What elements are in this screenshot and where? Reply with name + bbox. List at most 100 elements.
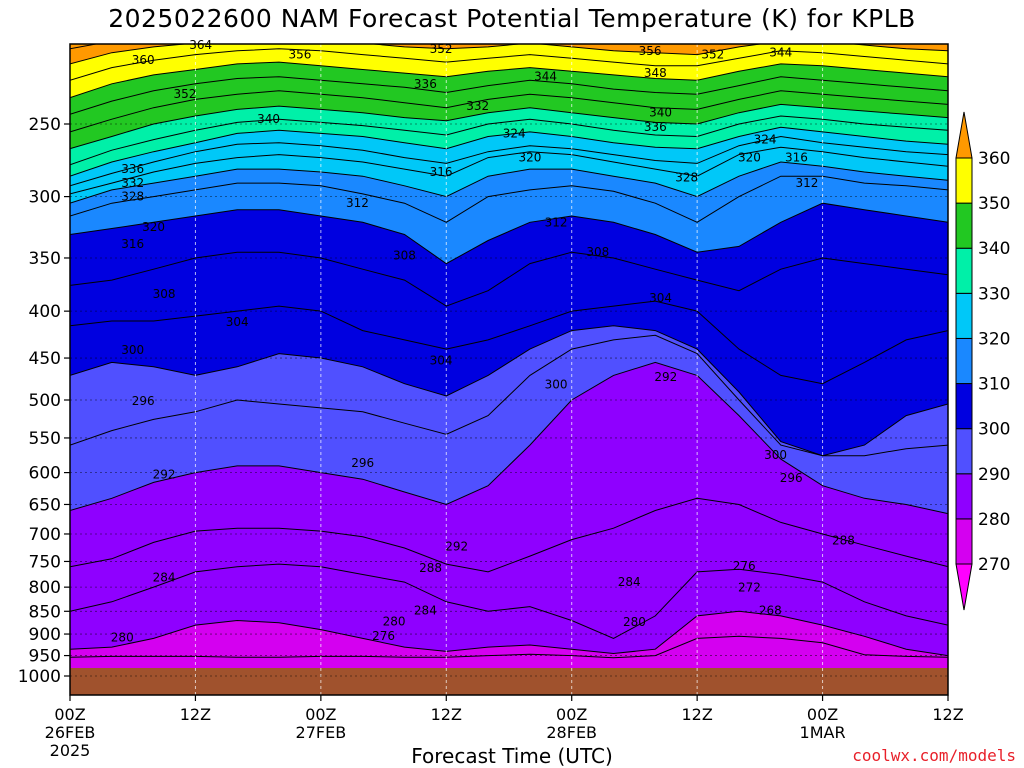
x-tick-label: 00Z: [556, 705, 587, 724]
contour-label: 284: [618, 575, 641, 589]
y-tick-label: 300: [29, 188, 61, 208]
contour-label: 348: [644, 66, 667, 80]
contour-label: 272: [738, 581, 761, 595]
contour-label: 352: [174, 87, 197, 101]
contour-label: 352: [430, 42, 453, 56]
isentrope-lines: [70, 44, 948, 659]
contour-label: 316: [121, 237, 144, 251]
contour-label: 332: [121, 176, 144, 190]
contour-label: 344: [534, 70, 557, 84]
colorbar-top-arrow: [955, 111, 973, 159]
contour-label: 364: [189, 38, 212, 52]
contour-label: 312: [545, 215, 568, 229]
contour-label: 316: [430, 165, 453, 179]
y-tick-label: 400: [29, 302, 61, 322]
contour-label: 308: [393, 249, 416, 263]
colorbar-label: 310: [978, 375, 1010, 395]
colorbar-label: 280: [978, 510, 1010, 530]
isentrope-348: [70, 76, 948, 115]
isentrope-300: [70, 325, 948, 457]
x-tick-label: 00Z: [305, 705, 336, 724]
colorbar-label: 360: [978, 149, 1010, 169]
y-tick-label: 800: [29, 578, 61, 598]
isentrope-336: [70, 115, 948, 166]
isentrope-312: [70, 202, 948, 265]
contour-label: 276: [372, 629, 395, 643]
y-tick-label: 700: [29, 525, 61, 545]
x-tick-date: 1MAR: [800, 723, 846, 742]
colorbar-segment: [955, 292, 973, 339]
colorbar-bottom-arrow: [955, 563, 973, 611]
contour-label: 288: [832, 534, 855, 548]
contour-label: 300: [764, 448, 787, 462]
y-tick-label: 250: [29, 115, 61, 135]
contour-label: 356: [288, 48, 311, 62]
contour-label: 336: [121, 162, 144, 176]
isentrope-324: [70, 146, 948, 195]
contour-label: 340: [649, 106, 672, 120]
contour-label: 344: [769, 46, 792, 60]
colorbar-segment: [955, 473, 973, 520]
isentrope-360: [70, 44, 948, 65]
contour-label: 312: [795, 176, 818, 190]
contour-label: 356: [639, 44, 662, 58]
isentrope-356: [70, 48, 948, 81]
contour-label: 296: [351, 456, 374, 470]
contour-label: 336: [414, 77, 437, 91]
band-above-356: [70, 44, 948, 81]
colorbar: 270 280 290 300 310 320 330 340 350 360: [955, 111, 1010, 611]
contour-label: 324: [503, 126, 526, 140]
y-tick-label: 500: [29, 391, 61, 411]
contour-label: 288: [419, 561, 442, 575]
contour-label: 268: [759, 603, 782, 617]
grid-lines: [70, 44, 948, 695]
isentrope-308: [70, 251, 948, 307]
contour-label: 308: [586, 245, 609, 259]
colorbar-label: 270: [978, 555, 1010, 575]
contour-label: 284: [153, 571, 176, 585]
x-axis-title: Forecast Time (UTC): [411, 744, 613, 768]
contour-label: 304: [226, 315, 249, 329]
contour-label: 292: [654, 370, 677, 384]
y-tick-label: 350: [29, 249, 61, 269]
colorbar-segment: [955, 518, 973, 565]
colorbar-label: 290: [978, 465, 1010, 485]
x-tick-date: 26FEB: [45, 723, 96, 742]
colorbar-label: 350: [978, 194, 1010, 214]
site-credit: coolwx.com/models: [852, 746, 1016, 765]
colorbar-label: 320: [978, 329, 1010, 349]
contour-label: 320: [518, 151, 541, 165]
colorbar-segment: [955, 383, 973, 430]
colorbar-segment: [955, 157, 973, 204]
contour-label: 292: [153, 468, 176, 482]
isentrope-316: [70, 175, 948, 223]
x-tick-label: 12Z: [180, 705, 211, 724]
contour-label: 360: [132, 53, 155, 67]
y-tick-label: 1000: [18, 667, 61, 687]
y-axis: 250 300 350 400 450 500 550 600 650 700 750 800 850 9…: [18, 115, 70, 687]
contour-label: 332: [466, 99, 489, 113]
contour-label: 324: [754, 133, 777, 147]
contour-label: 340: [257, 112, 280, 126]
colorbar-label: 340: [978, 239, 1010, 259]
isentrope-340: [70, 103, 948, 150]
colorbar-segment: [955, 428, 973, 475]
contour-label: 328: [675, 171, 698, 185]
contour-label: 316: [785, 151, 808, 165]
isentrope-296: [70, 334, 948, 457]
y-tick-label: 900: [29, 625, 61, 645]
contour-label: 280: [111, 631, 134, 645]
contour-label: 336: [644, 120, 667, 134]
contour-label: 312: [346, 196, 369, 210]
x-tick-label: 12Z: [681, 705, 712, 724]
colorbar-segment: [955, 202, 973, 249]
contour-label: 328: [121, 190, 144, 204]
isentrope-276: [70, 635, 948, 659]
contour-label: 300: [545, 378, 568, 392]
contour-label: 280: [383, 614, 406, 628]
contour-label: 308: [153, 287, 176, 301]
contour-label: 304: [430, 354, 453, 368]
y-tick-label: 550: [29, 429, 61, 449]
